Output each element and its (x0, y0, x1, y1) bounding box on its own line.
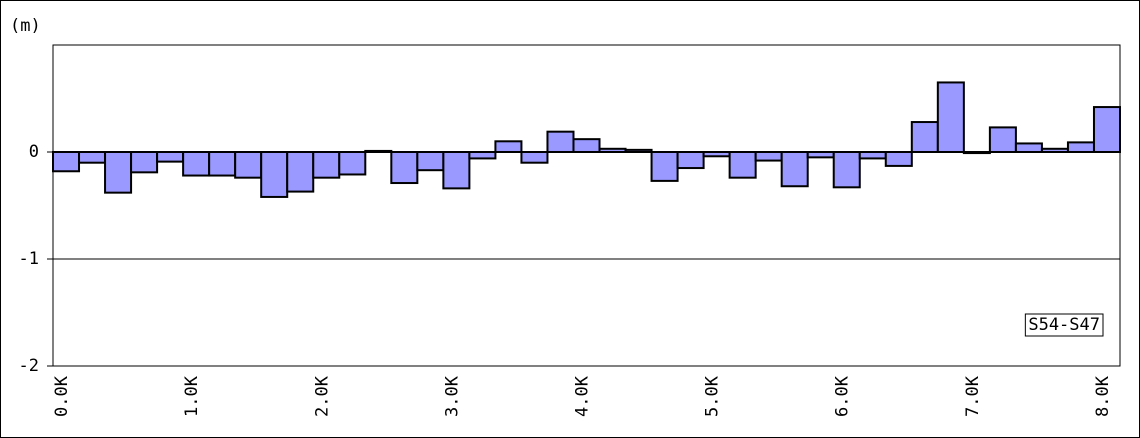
bar (78, 151, 107, 164)
bar (468, 151, 497, 160)
bar (858, 151, 887, 160)
bar (936, 81, 965, 153)
bar (572, 138, 601, 154)
legend-label: S54-S47 (1028, 315, 1100, 335)
bar (442, 151, 471, 190)
x-tick-label: 2.0K (312, 375, 332, 417)
bar (1014, 142, 1043, 154)
legend-box (1024, 313, 1104, 337)
x-tick-label: 0.0K (52, 375, 72, 417)
bar (286, 151, 315, 193)
bar (1066, 141, 1095, 153)
bar (546, 130, 575, 153)
bar (910, 121, 939, 153)
bar (806, 151, 835, 159)
bar (182, 151, 211, 177)
bar (520, 151, 549, 164)
bar (234, 151, 263, 179)
bar (208, 151, 237, 177)
bar (104, 151, 133, 194)
bar (130, 151, 159, 174)
bar (962, 151, 991, 155)
x-tick-label: 1.0K (182, 375, 202, 417)
x-tick-label: 6.0K (833, 375, 853, 417)
bar (676, 151, 705, 170)
bar (364, 149, 393, 153)
bar (624, 148, 653, 154)
bar (1040, 147, 1069, 153)
x-tick-label: 4.0K (573, 375, 593, 417)
bar (780, 151, 809, 188)
bar (156, 151, 185, 163)
bar (312, 151, 341, 179)
bar (390, 151, 419, 185)
bar (988, 126, 1017, 153)
x-tick-label: 8.0K (1093, 375, 1113, 417)
bar (884, 151, 913, 167)
x-tick-label: 3.0K (442, 375, 462, 417)
bar (1092, 106, 1121, 153)
bar (832, 151, 861, 189)
bar (702, 151, 731, 158)
bar (416, 151, 445, 172)
bar (52, 151, 81, 173)
bar (494, 140, 523, 154)
y-tick-label: -2 (19, 356, 39, 376)
y-tick-label: 0 (29, 142, 39, 162)
bar (260, 151, 289, 198)
x-tick-label: 7.0K (963, 375, 983, 417)
bar (598, 147, 627, 153)
y-axis-label: (m) (10, 16, 41, 36)
bar (728, 151, 757, 179)
bar (338, 151, 367, 176)
y-tick-label: -1 (19, 249, 39, 269)
bar (754, 151, 783, 162)
x-tick-label: 5.0K (703, 375, 723, 417)
bar (650, 151, 679, 182)
